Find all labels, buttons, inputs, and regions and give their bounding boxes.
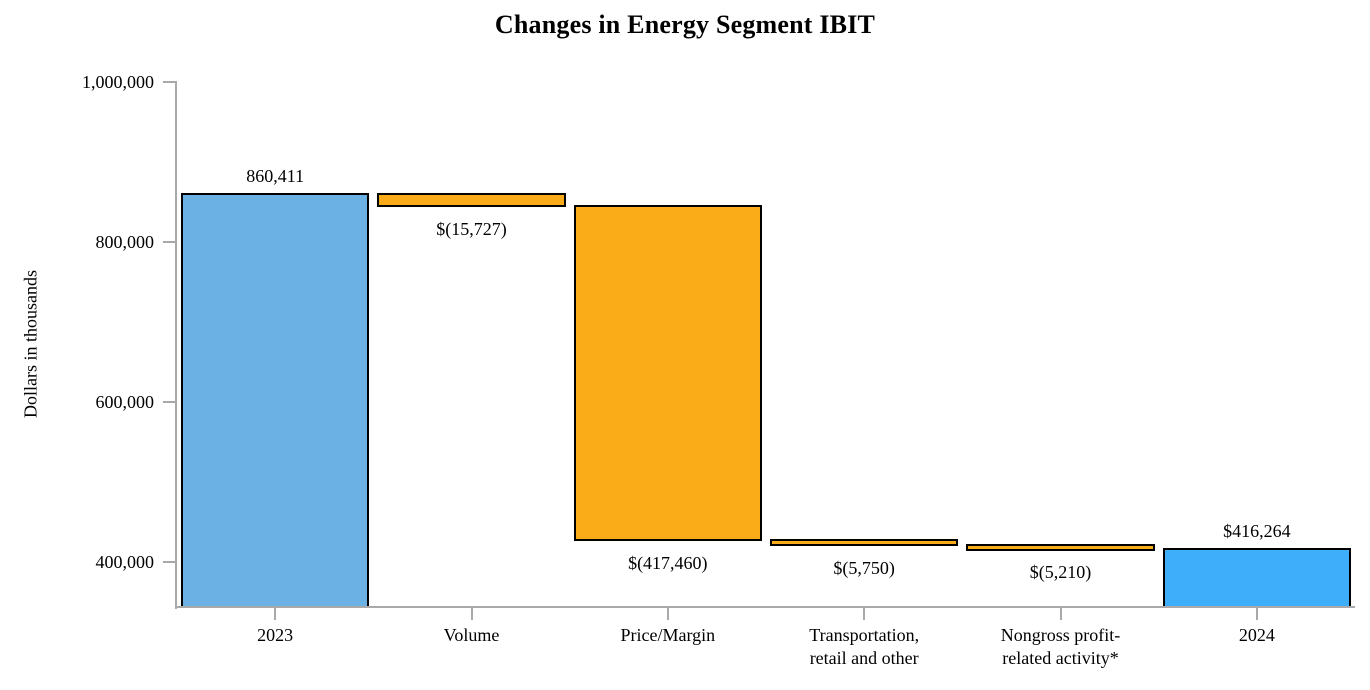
bar-2023 <box>181 192 370 608</box>
bar-price-margin <box>573 205 762 542</box>
x-tick-2024 <box>1255 607 1258 620</box>
chart-title: Changes in Energy Segment IBIT <box>494 10 876 39</box>
x-tick-2023 <box>274 607 277 620</box>
y-axis-line <box>175 82 177 609</box>
y-tick-label-800000: 800,000 <box>95 232 155 252</box>
y-tick-label-400000: 400,000 <box>95 552 155 572</box>
y-tick-400000 <box>163 561 177 563</box>
bar-value-label-2024: $416,264 <box>1223 520 1291 541</box>
bar-value-label-volume: $(15,727) <box>436 219 507 240</box>
x-tick-nongross-profit-related-activity <box>1059 607 1062 620</box>
y-tick-800000 <box>163 241 177 243</box>
y-tick-label-600000: 600,000 <box>95 392 155 412</box>
x-axis-line <box>175 605 1355 608</box>
y-tick-label-1000000: 1,000,000 <box>82 72 154 92</box>
x-tick-transportation-retail-and-other <box>863 607 866 620</box>
bar-2024 <box>1162 547 1351 608</box>
y-tick-600000 <box>163 401 177 403</box>
x-tick-price-margin <box>666 607 669 620</box>
bar-value-label-price-margin: $(417,460) <box>628 553 708 574</box>
x-category-label-price-margin: Price/Margin <box>620 625 716 645</box>
x-category-label-2023: 2023 <box>257 625 294 645</box>
bar-value-label-transportation-retail-and-other: $(5,750) <box>833 557 895 578</box>
y-tick-1000000 <box>163 81 177 83</box>
x-category-label-2024: 2024 <box>1238 625 1275 645</box>
x-category-label-volume: Volume <box>443 625 500 645</box>
x-tick-volume <box>470 607 473 620</box>
bar-nongross-profit-related-activity <box>966 543 1155 551</box>
bar-transportation-retail-and-other <box>770 539 959 547</box>
bar-value-label-nongross-profit-related-activity: $(5,210) <box>1029 561 1092 582</box>
bar-value-label-2023: 860,411 <box>246 165 305 186</box>
x-category-label-nongross-profit-related-activity: Nongross profit- related activity* <box>1000 625 1121 668</box>
bar-volume <box>377 192 566 208</box>
x-category-label-transportation-retail-and-other: Transportation, retail and other <box>809 625 920 668</box>
